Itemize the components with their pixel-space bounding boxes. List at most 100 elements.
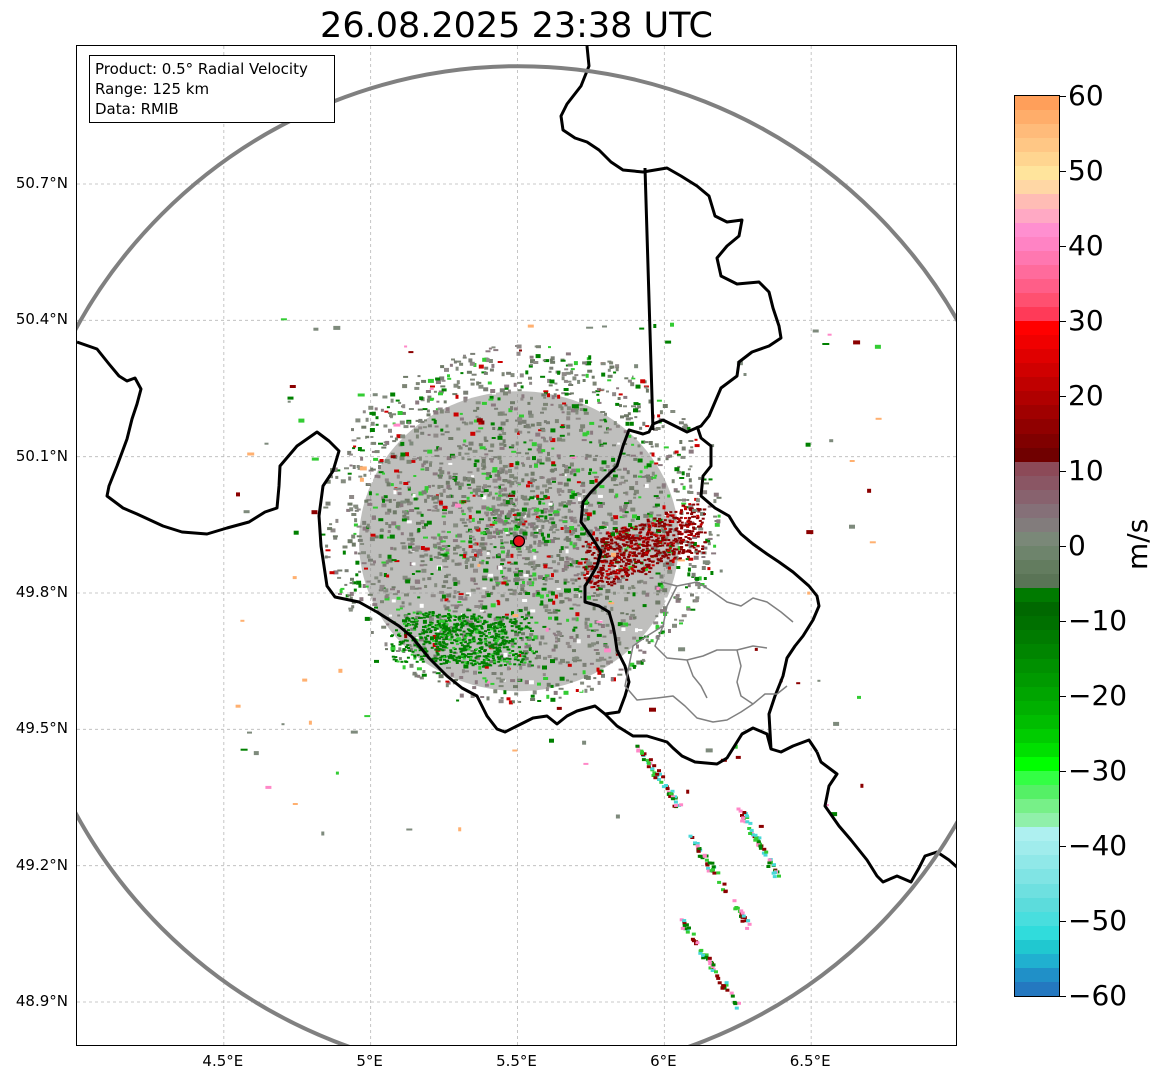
echo-pixel bbox=[531, 442, 537, 447]
echo-pixel bbox=[681, 502, 687, 505]
echo-pixel bbox=[633, 474, 637, 478]
echo-pixel bbox=[457, 533, 463, 538]
outbound-echo bbox=[616, 555, 620, 558]
echo-pixel bbox=[445, 480, 450, 485]
streak-echo bbox=[741, 816, 746, 820]
echo-pixel bbox=[576, 546, 580, 550]
echo-pixel bbox=[566, 416, 571, 421]
echo-pixel bbox=[452, 610, 458, 613]
outbound-echo bbox=[607, 532, 611, 535]
echo-pixel bbox=[523, 562, 529, 565]
inbound-echo bbox=[503, 658, 507, 661]
outbound-echo bbox=[599, 566, 603, 569]
echo-pixel bbox=[415, 570, 421, 573]
outbound-echo bbox=[666, 549, 670, 552]
echo-pixel bbox=[498, 565, 503, 570]
echo-pixel bbox=[620, 612, 625, 615]
echo-pixel bbox=[716, 534, 720, 537]
echo-pixel bbox=[441, 637, 446, 640]
scattered-echo bbox=[265, 785, 272, 789]
echo-pixel bbox=[421, 568, 427, 573]
echo-pixel bbox=[481, 490, 486, 493]
echo-pixel bbox=[672, 518, 676, 521]
outbound-echo bbox=[608, 546, 612, 548]
echo-pixel bbox=[398, 471, 403, 474]
colorbar-segment bbox=[1015, 785, 1059, 800]
echo-pixel bbox=[685, 506, 689, 509]
echo-pixel bbox=[399, 481, 403, 485]
outbound-echo bbox=[606, 531, 610, 534]
echo-pixel bbox=[691, 565, 697, 568]
echo-pixel bbox=[385, 593, 390, 596]
echo-pixel bbox=[383, 495, 388, 499]
echo-pixel bbox=[562, 504, 568, 508]
outbound-echo bbox=[628, 558, 632, 561]
echo-pixel bbox=[462, 443, 466, 446]
streak-echo bbox=[757, 836, 762, 840]
inbound-echo bbox=[439, 658, 443, 661]
streak-echo bbox=[658, 772, 662, 776]
outbound-echo bbox=[693, 534, 697, 537]
echo-pixel bbox=[652, 428, 658, 431]
outbound-echo bbox=[662, 551, 666, 554]
echo-pixel bbox=[579, 428, 583, 432]
echo-pixel bbox=[533, 555, 537, 560]
inbound-echo bbox=[476, 655, 480, 658]
echo-pixel bbox=[567, 363, 573, 367]
inbound-echo bbox=[498, 650, 502, 653]
outbound-echo bbox=[698, 508, 702, 511]
echo-pixel bbox=[573, 626, 578, 629]
echo-pixel bbox=[602, 635, 607, 638]
echo-pixel bbox=[489, 525, 494, 528]
echo-pixel bbox=[340, 587, 345, 590]
echo-pixel bbox=[433, 419, 437, 424]
echo-pixel bbox=[593, 476, 599, 478]
map-frame[interactable] bbox=[76, 45, 957, 1046]
streak-echo bbox=[699, 948, 704, 952]
colorbar-segment bbox=[1015, 883, 1059, 898]
inbound-echo bbox=[413, 627, 417, 630]
echo-pixel bbox=[569, 680, 573, 683]
echo-pixel bbox=[452, 595, 456, 599]
outbound-echo bbox=[674, 540, 678, 543]
echo-pixel bbox=[610, 477, 616, 482]
outbound-echo bbox=[656, 562, 659, 565]
echo-pixel bbox=[533, 531, 539, 534]
echo-pixel bbox=[455, 366, 459, 371]
inbound-echo bbox=[404, 620, 408, 623]
streak-echo bbox=[741, 914, 746, 918]
echo-pixel bbox=[401, 518, 407, 522]
echo-pixel bbox=[627, 667, 632, 671]
echo-pixel bbox=[548, 577, 554, 580]
echo-pixel bbox=[500, 594, 505, 598]
echo-pixel bbox=[451, 504, 455, 507]
echo-pixel bbox=[419, 397, 424, 400]
inbound-echo bbox=[519, 637, 523, 640]
echo-pixel bbox=[485, 590, 490, 595]
echo-pixel bbox=[519, 521, 522, 526]
echo-pixel bbox=[526, 581, 532, 586]
echo-pixel bbox=[385, 481, 390, 484]
scattered-echo bbox=[542, 665, 547, 670]
colorbar-segment bbox=[1015, 771, 1059, 786]
echo-pixel bbox=[551, 464, 557, 467]
radar-map[interactable] bbox=[77, 46, 957, 1046]
inbound-echo bbox=[524, 652, 528, 655]
echo-pixel bbox=[361, 425, 367, 429]
outbound-echo bbox=[633, 547, 637, 550]
echo-pixel bbox=[661, 425, 665, 429]
echo-pixel bbox=[500, 539, 504, 542]
echo-pixel bbox=[386, 482, 391, 487]
echo-pixel bbox=[571, 530, 576, 534]
echo-pixel bbox=[388, 498, 392, 503]
streak-echo bbox=[673, 795, 677, 799]
echo-pixel bbox=[615, 402, 620, 406]
outbound-echo bbox=[672, 516, 676, 519]
echo-pixel bbox=[527, 510, 531, 515]
echo-pixel bbox=[410, 543, 415, 546]
inbound-echo bbox=[441, 632, 445, 635]
inbound-echo bbox=[520, 627, 524, 630]
scattered-echo bbox=[477, 563, 481, 567]
echo-pixel bbox=[586, 430, 590, 435]
echo-pixel bbox=[370, 467, 374, 471]
